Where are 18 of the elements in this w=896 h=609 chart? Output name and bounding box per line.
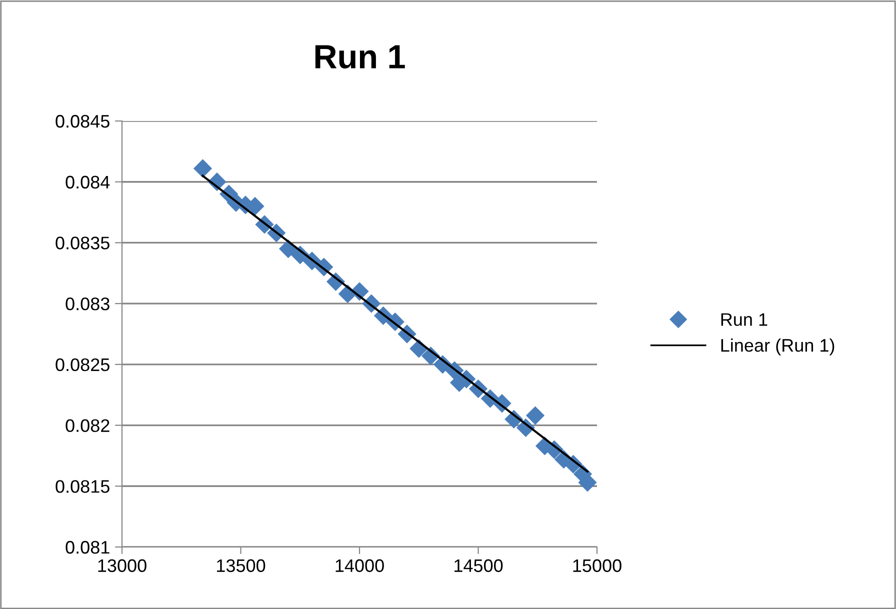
point <box>526 406 545 425</box>
chart-title: Run 1 <box>315 45 405 69</box>
y-tick-label: 0.081 <box>66 540 110 554</box>
x-tick-label: 13500 <box>217 559 266 572</box>
y-tick-label: 0.0825 <box>56 358 110 372</box>
point <box>193 159 212 178</box>
x-tick-label: 13000 <box>98 559 146 572</box>
x-tick-label: 14000 <box>336 559 384 572</box>
y-tick-label: 0.0835 <box>56 236 110 250</box>
x-tick-label: 14500 <box>454 559 503 572</box>
legend-label: Linear (Run 1) <box>721 338 834 356</box>
x-tick-label: 15000 <box>573 559 622 572</box>
y-tick-label: 0.084 <box>66 176 110 189</box>
y-tick-label: 0.083 <box>66 298 110 310</box>
legend-label: Run 1 <box>721 313 768 326</box>
y-tick-label: 0.0845 <box>56 114 110 128</box>
y-tick-label: 0.0815 <box>56 480 110 493</box>
y-tick-label: 0.082 <box>66 419 110 432</box>
